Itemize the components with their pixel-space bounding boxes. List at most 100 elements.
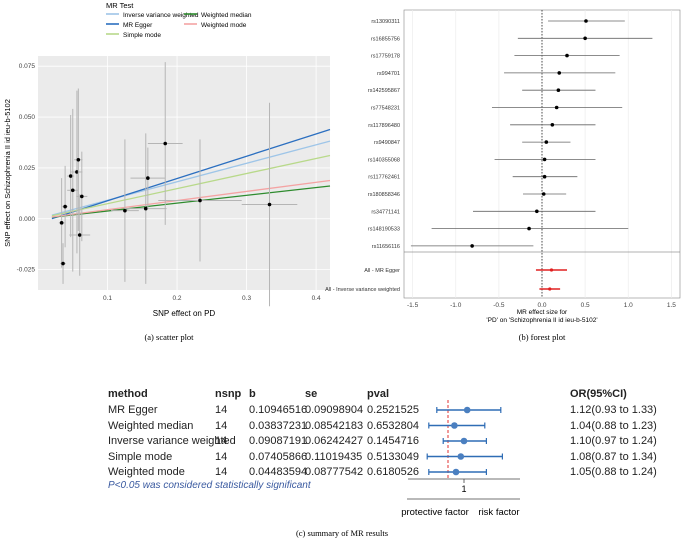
scatter-x-tick: 0.3 — [242, 295, 251, 302]
summary-cell-se: 0.06242427 — [305, 435, 364, 447]
summary-caption: (c) summary of MR results — [296, 528, 388, 538]
header-b: b — [249, 388, 256, 400]
protective-label: protective factor — [401, 507, 469, 518]
forest-snp-label: rs9490847 — [374, 140, 400, 146]
forest-point — [584, 19, 588, 23]
forest-point — [557, 71, 562, 75]
summary-axis-tick-label: 1 — [461, 484, 466, 494]
summary-cell-se: 0.08777542 — [305, 466, 364, 478]
summary-point — [451, 422, 458, 429]
summary-cell-method: Weighted median — [108, 419, 194, 432]
summary-cell-pval: 0.5133049 — [367, 450, 419, 463]
forest-marks: rs13090311 rs16855756 rs17759178 rs994701 rs… — [325, 19, 653, 293]
legend-label: MR Egger — [123, 22, 153, 29]
forest-snp-label: rs34771141 — [371, 209, 400, 215]
forest-caption: (b) forest plot — [519, 332, 566, 342]
forest-point — [541, 192, 546, 196]
summary-cell-pval: 0.6532804 — [367, 419, 419, 432]
forest-point — [550, 123, 555, 127]
forest-ticks: -1.5 -1.0 -0.5 0.0 0.5 1.0 1.5 — [407, 302, 676, 309]
summary-cell-pval: 0.6180526 — [367, 466, 419, 478]
scatter-point — [80, 194, 84, 199]
fit-line — [51, 154, 331, 217]
legend-label: Weighted median — [201, 12, 252, 19]
forest-point — [565, 53, 569, 58]
scatter-caption: (a) scatter plot — [144, 332, 194, 342]
scatter-point — [143, 206, 148, 211]
forest-x-tick: 1.0 — [624, 302, 633, 309]
scatter-x-tick: 0.1 — [103, 295, 112, 302]
forest-summary-point — [549, 268, 554, 272]
summary-cell-b: 0.09087191 — [249, 435, 308, 447]
summary-cell-se: 0.11019435 — [305, 450, 363, 463]
summary-cell-method: Inverse variance weighted — [108, 435, 236, 447]
summary-cell-b: 0.04483594 — [249, 466, 308, 478]
summary-cell-b: 0.07405866 — [249, 450, 308, 463]
scatter-ticks: 0.1 0.2 0.3 0.4 0.075 0.050 0.025 0.000 -0.025 — [17, 63, 321, 302]
forest-x-tick: -1.5 — [407, 302, 419, 309]
scatter-x-tick: 0.2 — [173, 295, 182, 302]
forest-point — [554, 105, 559, 110]
legend-label: Weighted mode — [201, 22, 247, 29]
risk-label: risk factor — [478, 507, 519, 518]
fit-line — [51, 128, 331, 220]
forest-point — [535, 209, 539, 214]
scatter-y-label: SNP effect on Schizophrenia II id ieu-b-… — [3, 99, 12, 247]
legend-label: Simple mode — [123, 32, 161, 39]
summary-cell-method: Simple mode — [108, 450, 173, 463]
summary-cell-or: 1.04(0.88 to 1.23) — [570, 419, 657, 432]
summary-cell-se: 0.09098904 — [305, 404, 364, 416]
header-or: OR(95%CI) — [570, 388, 627, 400]
scatter-y-tick: 0.075 — [19, 63, 36, 70]
scatter-point — [123, 208, 127, 213]
forest-x-tick: -0.5 — [493, 302, 505, 309]
forest-point — [556, 88, 561, 92]
forest-x-label-1: MR effect size for — [517, 309, 568, 316]
summary-cell-b: 0.03837231 — [249, 419, 308, 432]
forest-snp-label: rs16855756 — [371, 36, 400, 42]
forest-snp-label: rs117762461 — [368, 175, 400, 181]
scatter-point — [198, 198, 202, 203]
header-pval: pval — [367, 388, 390, 400]
header-method: method — [108, 388, 148, 400]
scatter-point — [146, 176, 150, 180]
forest-point — [470, 244, 474, 248]
summary-cell-nsnp: 14 — [215, 435, 228, 447]
scatter-x-label: SNP effect on PD — [153, 309, 216, 318]
forest-x-tick: 0.5 — [581, 302, 590, 309]
summary-point — [463, 406, 471, 414]
forest-point — [542, 174, 547, 179]
scatter-panel — [38, 56, 330, 290]
scatter-point — [61, 261, 65, 266]
forest-x-tick: 0.0 — [537, 302, 546, 309]
scatter-y-tick: 0.025 — [19, 165, 36, 172]
summary-point — [452, 468, 460, 476]
header-se: se — [305, 388, 318, 400]
summary-cell-or: 1.08(0.87 to 1.34) — [570, 450, 657, 463]
legend-label: Inverse variance weighted — [123, 12, 199, 19]
summary-cell-pval: 0.1454716 — [367, 435, 419, 447]
scatter-fit-lines — [51, 128, 331, 220]
forest-snp-label: rs180858346 — [368, 192, 400, 198]
forest-snp-label: rs117896480 — [368, 123, 400, 129]
forest-point — [527, 226, 531, 231]
forest-snp-label: rs77548231 — [371, 106, 400, 112]
fit-line — [51, 185, 331, 218]
summary-cell-method: Weighted mode — [108, 466, 185, 478]
summary-cell-or: 1.10(0.97 to 1.24) — [570, 435, 657, 447]
forest-snp-label: rs13090311 — [371, 19, 400, 25]
scatter-point — [59, 221, 64, 225]
forest-snp-label: rs142595867 — [368, 88, 400, 94]
scatter-point — [68, 174, 73, 178]
forest-grid — [412, 10, 672, 298]
forest-snp-label: rs148190533 — [368, 227, 400, 233]
scatter-point — [70, 188, 75, 193]
summary-cell-method: MR Egger — [108, 404, 158, 416]
forest-snp-label: rs994701 — [377, 71, 400, 77]
fit-line — [51, 140, 331, 216]
forest-summary-label: All - Inverse variance weighted — [325, 287, 400, 293]
significance-note: P<0.05 was considered statistically sign… — [108, 480, 311, 491]
forest-summary-point — [548, 287, 552, 291]
forest-x-tick: -1.0 — [450, 302, 462, 309]
